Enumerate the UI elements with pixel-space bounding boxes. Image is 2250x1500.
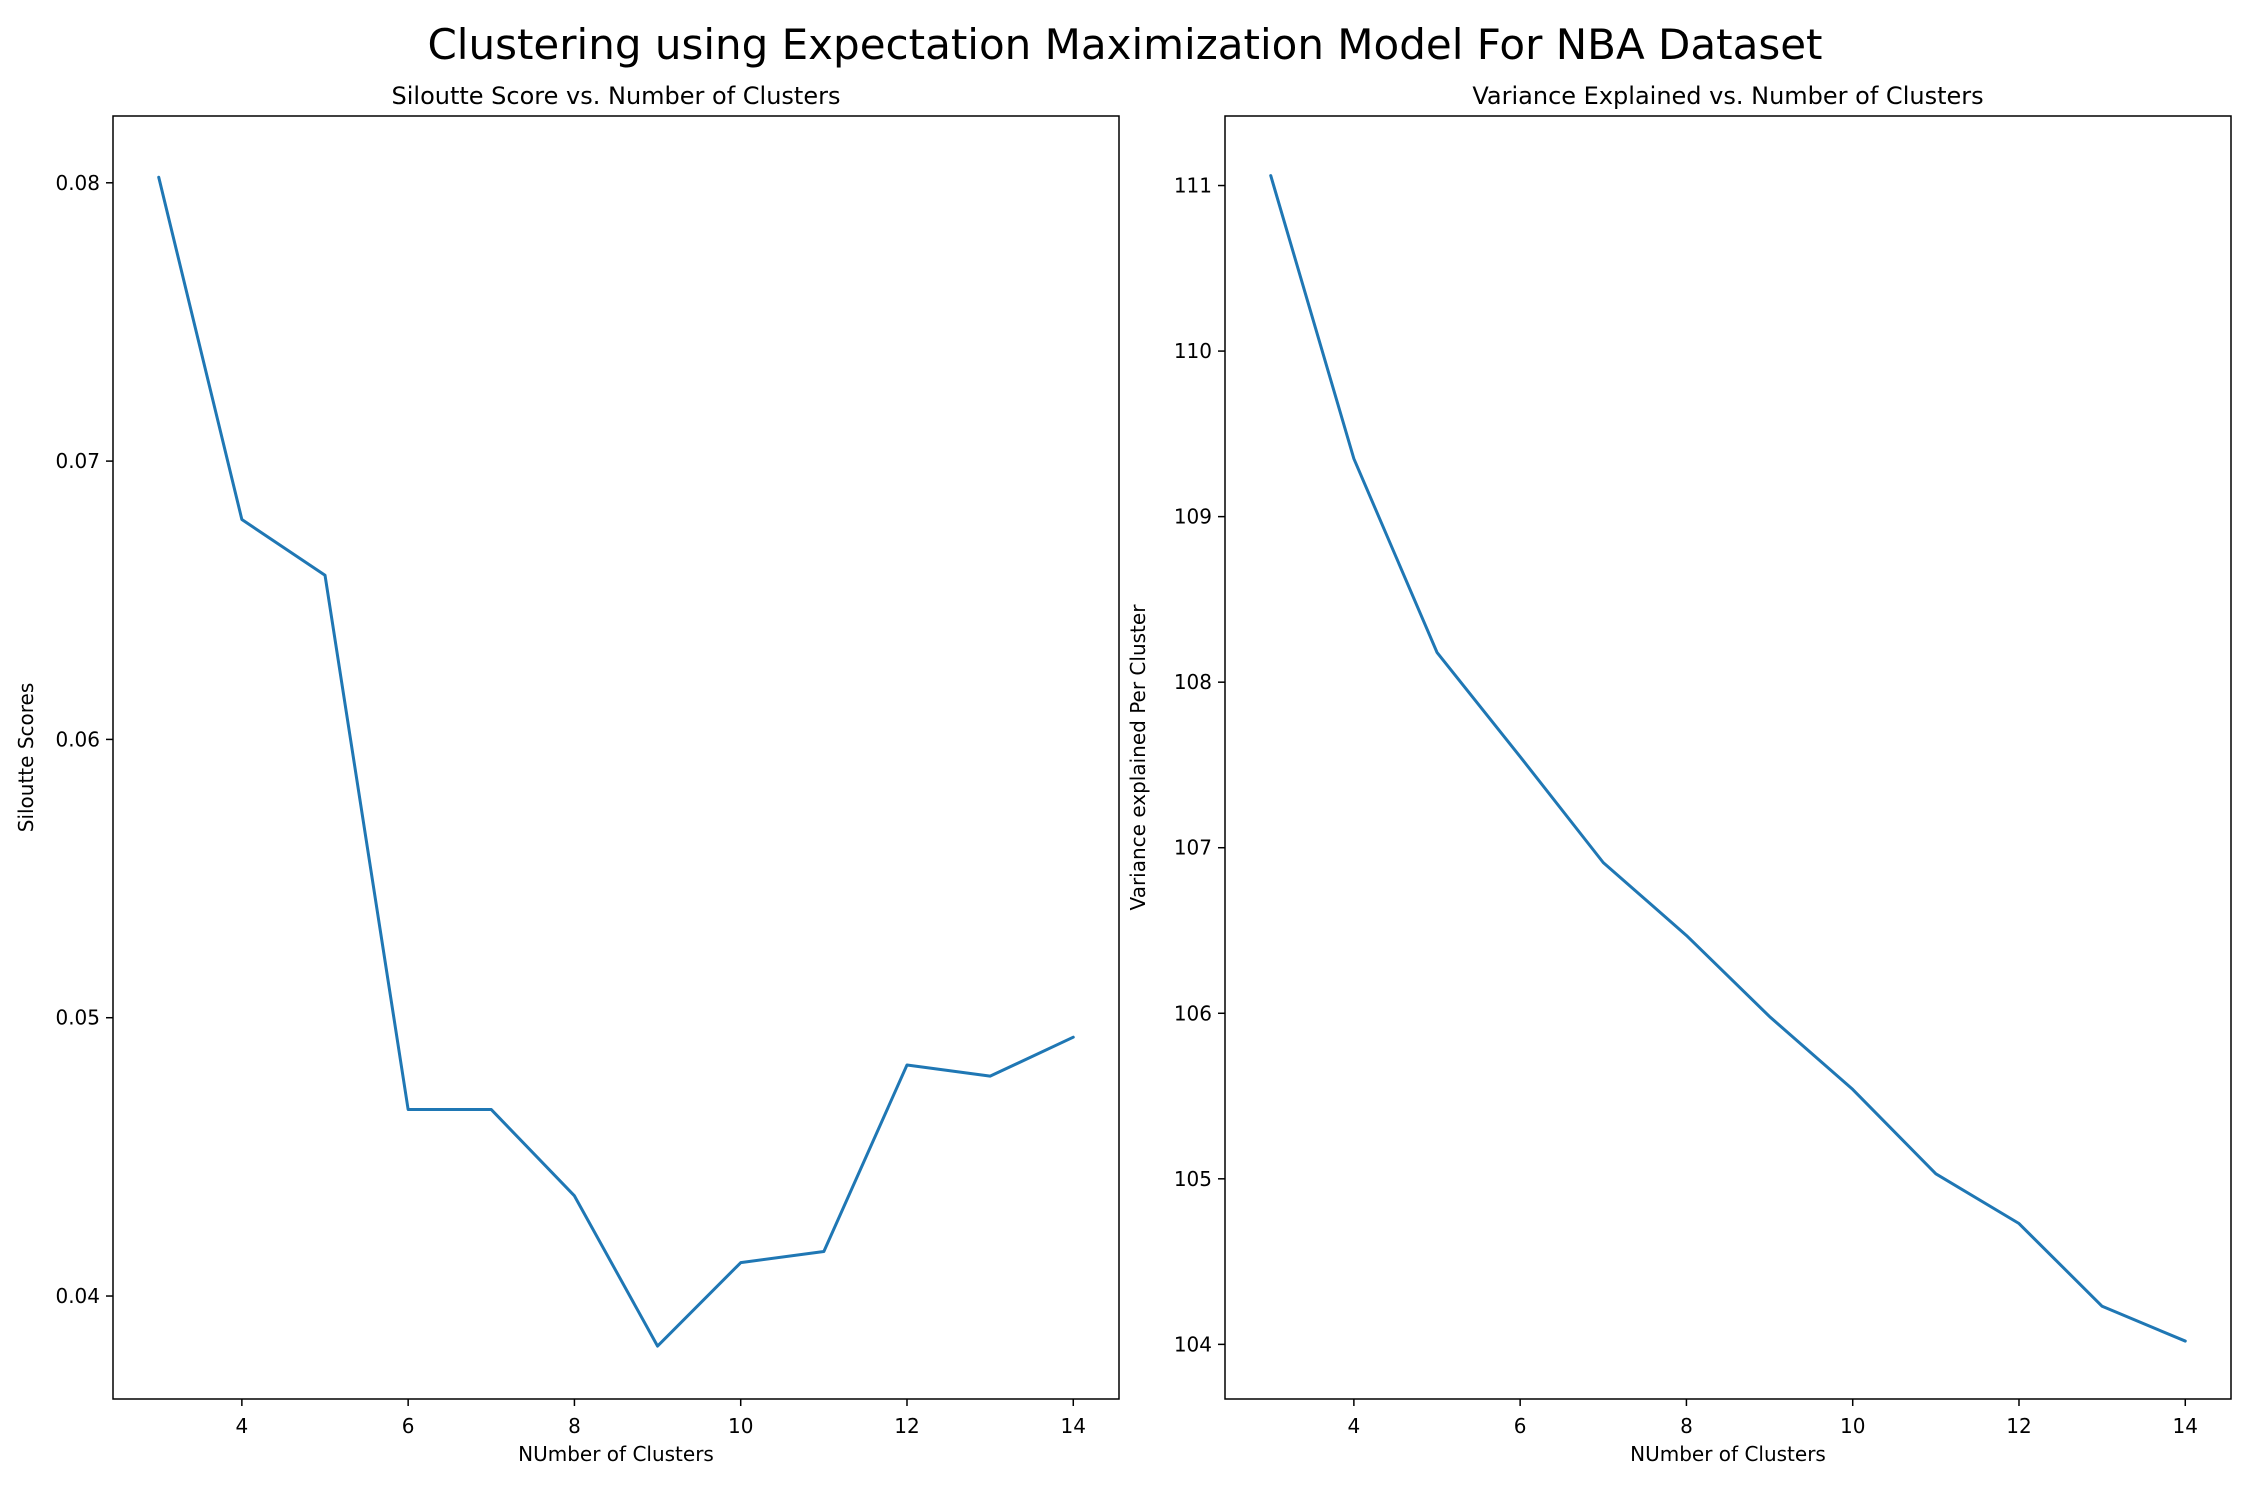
- silhouette-x-tick-label: 8: [568, 1414, 581, 1438]
- variance-y-axis-label: Variance explained Per Cluster: [1126, 604, 1150, 911]
- variance-series-line: [1269, 174, 2187, 1343]
- silhouette-x-tick-label: 10: [728, 1414, 753, 1438]
- variance-y-tick-label: 104: [1174, 1332, 1212, 1356]
- variance-y-tick-label: 105: [1174, 1167, 1212, 1191]
- variance-x-tick-label: 14: [2173, 1414, 2198, 1438]
- silhouette-axes-frame: [112, 115, 1120, 1400]
- variance-y-tick-label: 109: [1174, 505, 1212, 529]
- variance-x-tick-label: 8: [1680, 1414, 1693, 1438]
- silhouette-y-tick-label: 0.05: [55, 1006, 100, 1030]
- variance-plot: 4 6 8 10 12 14 104 105 106 107 108 109 110 111 Varianc…: [1126, 82, 2232, 1466]
- silhouette-y-tick-label: 0.06: [55, 727, 100, 751]
- variance-y-tick-label: 111: [1174, 174, 1212, 198]
- variance-y-tick-label: 107: [1174, 836, 1212, 860]
- silhouette-x-tick-label: 12: [894, 1414, 919, 1438]
- silhouette-x-axis-label: NUmber of Clusters: [518, 1442, 714, 1466]
- silhouette-y-tick-label: 0.08: [55, 171, 100, 195]
- variance-x-axis-label: NUmber of Clusters: [1630, 1442, 1826, 1466]
- silhouette-x-tick-label: 4: [236, 1414, 249, 1438]
- figure-title: Clustering using Expectation Maximizatio…: [427, 20, 1823, 69]
- variance-axes-frame: [1224, 115, 2232, 1400]
- silhouette-x-tick-label: 6: [402, 1414, 415, 1438]
- silhouette-x-tick-label: 14: [1061, 1414, 1086, 1438]
- silhouette-plot: 4 6 8 10 12 14 0.04 0.05 0.06 0.07 0.08 Siloutte Sc…: [14, 82, 1120, 1466]
- variance-y-tick-label: 110: [1174, 339, 1212, 363]
- variance-plot-title: Variance Explained vs. Number of Cluster…: [1472, 82, 1983, 110]
- silhouette-series-line: [157, 175, 1075, 1348]
- variance-y-tick-label: 108: [1174, 670, 1212, 694]
- silhouette-plot-title: Siloutte Score vs. Number of Clusters: [392, 82, 841, 110]
- silhouette-y-axis-label: Siloutte Scores: [14, 683, 38, 833]
- variance-x-tick-label: 4: [1348, 1414, 1361, 1438]
- variance-x-tick-label: 6: [1514, 1414, 1527, 1438]
- variance-x-tick-label: 12: [2006, 1414, 2031, 1438]
- variance-y-tick-label: 106: [1174, 1001, 1212, 1025]
- silhouette-y-tick-label: 0.07: [55, 449, 100, 473]
- variance-x-tick-label: 10: [1840, 1414, 1865, 1438]
- silhouette-y-tick-label: 0.04: [55, 1284, 100, 1308]
